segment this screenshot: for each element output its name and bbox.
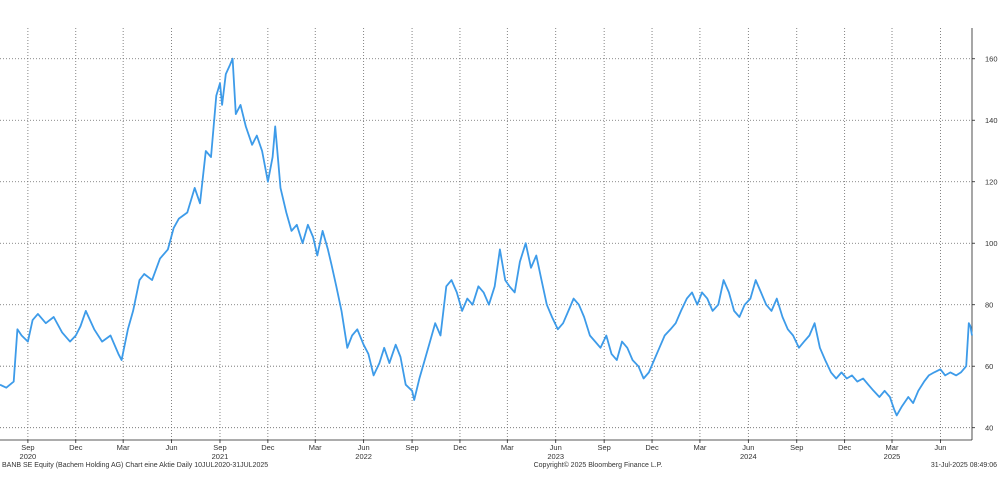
y-tick-label: 100 (985, 239, 998, 248)
x-tick-label: Dec (838, 443, 852, 452)
year-label: 2025 (884, 452, 901, 461)
footer-left: BANB SE Equity (Bachem Holding AG) Chart… (2, 462, 268, 469)
year-label: 2020 (20, 452, 37, 461)
x-tick-label: Sep (405, 443, 418, 452)
x-tick-label: Jun (358, 443, 370, 452)
x-tick-label: Sep (790, 443, 803, 452)
x-tick-label: Mar (309, 443, 322, 452)
horizontal-gridlines (0, 58, 972, 429)
y-tick-label: 140 (985, 116, 998, 125)
x-tick-label: Jun (166, 443, 178, 452)
series-line (0, 57, 973, 417)
x-tick-label: Dec (69, 443, 83, 452)
x-tick-label: Dec (261, 443, 275, 452)
y-tick-label: 160 (985, 55, 998, 64)
footer-center: Copyright© 2025 Bloomberg Finance L.P. (534, 461, 663, 469)
year-labels: 2020 2021 2022 2023 2024 2025 (20, 452, 901, 461)
year-label: 2023 (547, 452, 564, 461)
x-tick-label: Mar (501, 443, 514, 452)
x-tick-label: Mar (117, 443, 130, 452)
y-tick-label: 120 (985, 178, 998, 187)
y-tick-label: 60 (985, 362, 993, 371)
y-tick-label: 80 (985, 301, 993, 310)
x-tick-label: Sep (213, 443, 226, 452)
year-label: 2021 (212, 452, 229, 461)
year-label: 2024 (740, 452, 757, 461)
x-tick-label: Mar (886, 443, 899, 452)
x-tick-label: Jun (550, 443, 562, 452)
x-tick-label: Jun (934, 443, 946, 452)
y-tick-labels: 40 60 80 100 120 140 160 (972, 55, 998, 433)
x-tick-label: Dec (453, 443, 467, 452)
year-label: 2022 (355, 452, 372, 461)
x-tick-label: Sep (597, 443, 610, 452)
x-tick-label: Jun (742, 443, 754, 452)
x-tick-label: Dec (645, 443, 659, 452)
x-tick-labels: Sep Dec Mar Jun Sep Dec Mar Jun Sep Dec Mar Jun Sep D… (21, 440, 946, 452)
y-tick-label: 40 (985, 424, 993, 433)
footer-right: 31-Jul-2025 08:49:06 (931, 462, 997, 469)
x-tick-label: Sep (21, 443, 34, 452)
vertical-gridlines (27, 28, 941, 440)
x-tick-label: Mar (693, 443, 706, 452)
